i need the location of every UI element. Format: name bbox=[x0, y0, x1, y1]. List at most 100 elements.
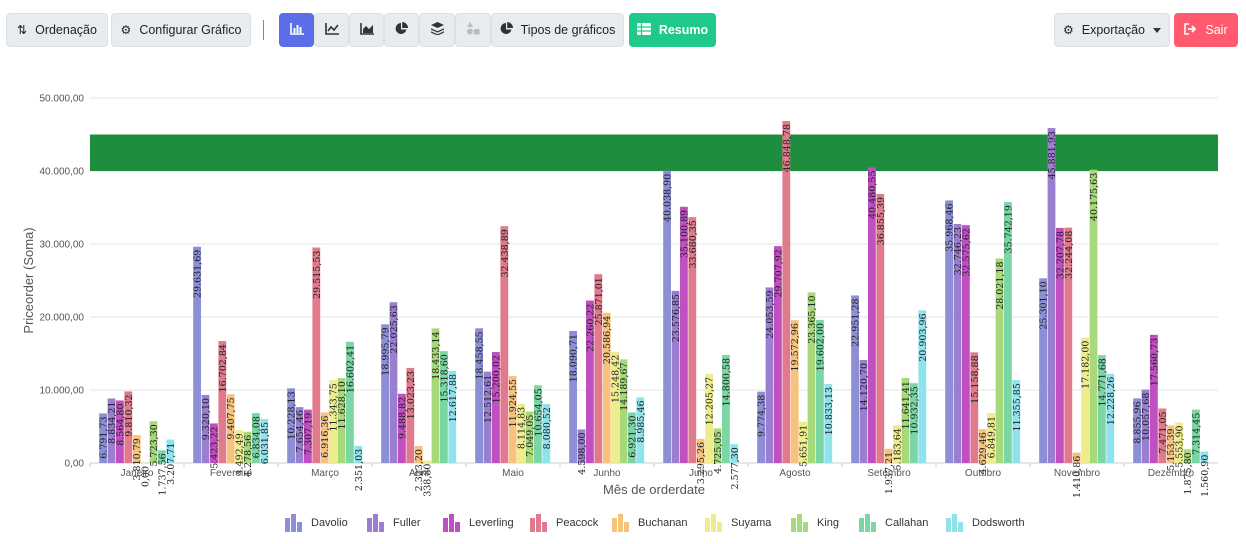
bar[interactable] bbox=[389, 302, 398, 463]
bar[interactable] bbox=[525, 411, 534, 463]
bar[interactable] bbox=[1133, 398, 1141, 463]
bar[interactable] bbox=[577, 429, 586, 463]
bar[interactable] bbox=[790, 320, 799, 463]
bar[interactable] bbox=[945, 200, 953, 463]
bar[interactable] bbox=[859, 359, 868, 463]
bar[interactable] bbox=[680, 206, 688, 464]
bar[interactable] bbox=[824, 383, 833, 463]
bar[interactable] bbox=[688, 217, 697, 463]
bar[interactable] bbox=[235, 430, 243, 463]
bar[interactable] bbox=[329, 380, 337, 463]
bar[interactable] bbox=[1166, 425, 1175, 463]
pie-chart-button[interactable] bbox=[384, 13, 419, 47]
bar[interactable] bbox=[730, 444, 739, 463]
bar[interactable] bbox=[381, 324, 389, 463]
bar[interactable] bbox=[619, 359, 628, 463]
ordenacao-button[interactable]: ⇅ Ordenação bbox=[6, 13, 108, 47]
sair-button[interactable]: Sair bbox=[1174, 13, 1238, 47]
bar[interactable] bbox=[448, 370, 457, 463]
bar[interactable] bbox=[312, 247, 321, 463]
bar[interactable] bbox=[320, 412, 329, 463]
bar[interactable] bbox=[1081, 337, 1089, 463]
legend-item[interactable]: Buchanan bbox=[612, 514, 688, 532]
bar[interactable] bbox=[1089, 169, 1098, 463]
bar[interactable] bbox=[586, 300, 594, 463]
bar[interactable] bbox=[210, 423, 218, 463]
bar[interactable] bbox=[876, 193, 885, 463]
bar[interactable] bbox=[569, 330, 577, 463]
bar[interactable] bbox=[611, 351, 619, 463]
line-chart-button[interactable] bbox=[314, 13, 349, 47]
tipos-graficos-button[interactable]: Tipos de gráficos bbox=[491, 13, 624, 47]
bar[interactable] bbox=[1098, 355, 1106, 463]
bar[interactable] bbox=[260, 418, 269, 463]
bar[interactable] bbox=[594, 274, 603, 463]
bar[interactable] bbox=[1056, 227, 1064, 463]
bar[interactable] bbox=[918, 310, 927, 463]
bar[interactable] bbox=[628, 412, 636, 463]
bar[interactable] bbox=[287, 388, 295, 463]
bar[interactable] bbox=[1183, 449, 1192, 463]
bar[interactable] bbox=[671, 290, 680, 463]
bar[interactable] bbox=[423, 460, 431, 463]
bar[interactable] bbox=[893, 425, 901, 463]
bar[interactable] bbox=[1192, 409, 1200, 463]
bar[interactable] bbox=[158, 450, 166, 463]
bar[interactable] bbox=[705, 373, 713, 463]
bar[interactable] bbox=[1039, 278, 1047, 463]
bar[interactable] bbox=[534, 385, 542, 463]
bar[interactable] bbox=[99, 413, 107, 463]
bar[interactable] bbox=[1072, 452, 1081, 463]
bar[interactable] bbox=[757, 391, 765, 463]
bar[interactable] bbox=[884, 448, 893, 463]
bar[interactable] bbox=[440, 351, 448, 463]
bar[interactable] bbox=[602, 312, 611, 463]
legend-item[interactable]: Fuller bbox=[367, 514, 421, 532]
bar[interactable] bbox=[149, 421, 158, 463]
bar[interactable] bbox=[978, 429, 987, 463]
shapes-chart-button[interactable] bbox=[455, 13, 491, 47]
legend-item[interactable]: Peacock bbox=[530, 514, 598, 532]
legend-item[interactable]: King bbox=[791, 514, 839, 532]
bar[interactable] bbox=[295, 407, 304, 463]
bar[interactable] bbox=[500, 226, 509, 463]
bar[interactable] bbox=[166, 439, 175, 463]
bar[interactable] bbox=[807, 292, 816, 463]
bar[interactable] bbox=[663, 170, 671, 463]
bar[interactable] bbox=[124, 391, 133, 463]
bar[interactable] bbox=[475, 328, 483, 463]
bar[interactable] bbox=[901, 378, 910, 463]
bar[interactable] bbox=[201, 394, 210, 463]
bar[interactable] bbox=[243, 431, 252, 463]
legend-item[interactable]: Dodsworth bbox=[946, 514, 1025, 532]
bar[interactable] bbox=[868, 167, 876, 463]
bar[interactable] bbox=[765, 287, 774, 463]
bar[interactable] bbox=[252, 413, 260, 463]
configurar-grafico-button[interactable]: ⚙ Configurar Gráfico bbox=[111, 13, 251, 47]
bar[interactable] bbox=[910, 383, 918, 463]
resumo-button[interactable]: Resumo bbox=[629, 13, 716, 47]
bar[interactable] bbox=[713, 428, 722, 463]
bar-chart-button[interactable] bbox=[279, 13, 314, 47]
bar[interactable] bbox=[953, 223, 962, 463]
bar[interactable] bbox=[492, 352, 500, 463]
area-chart-button[interactable] bbox=[349, 13, 384, 47]
bar[interactable] bbox=[774, 246, 782, 463]
bar[interactable] bbox=[107, 398, 116, 463]
bar[interactable] bbox=[398, 393, 406, 463]
bar[interactable] bbox=[337, 378, 346, 463]
legend-item[interactable]: Suyama bbox=[705, 514, 771, 532]
bar[interactable] bbox=[1200, 451, 1209, 463]
bar[interactable] bbox=[1106, 373, 1115, 463]
bar[interactable] bbox=[816, 319, 824, 463]
bar[interactable] bbox=[508, 375, 517, 463]
bar[interactable] bbox=[962, 225, 970, 463]
bar[interactable] bbox=[782, 121, 791, 463]
bar[interactable] bbox=[346, 341, 354, 463]
bar[interactable] bbox=[354, 445, 363, 463]
legend-item[interactable]: Leverling bbox=[443, 514, 514, 532]
bar[interactable] bbox=[1012, 380, 1021, 463]
bar[interactable] bbox=[483, 371, 492, 463]
bar[interactable] bbox=[995, 258, 1004, 463]
bar[interactable] bbox=[517, 403, 525, 463]
